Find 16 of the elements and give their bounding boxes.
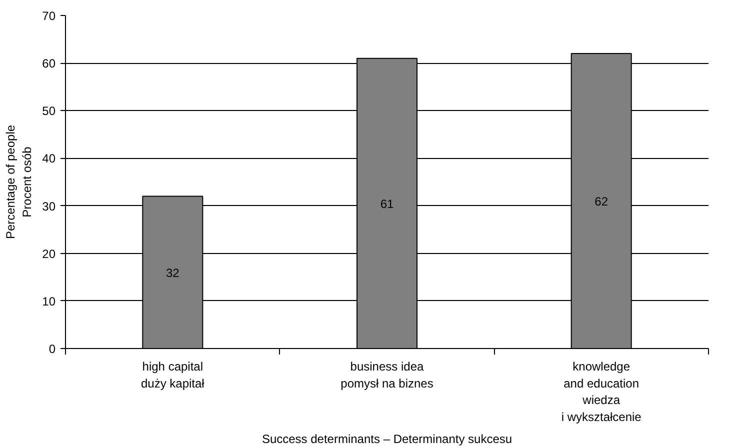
y-tick-label: 30 [42,199,56,214]
data-label: 32 [166,266,180,280]
y-axis-title: Percentage of people Procent osób [3,124,34,240]
y-tick-label: 50 [42,104,56,118]
x-tick-label: business idea pomysł na biznes [340,360,434,390]
y-tick-label: 0 [48,342,56,356]
data-label: 61 [380,196,394,211]
y-tick-label: 20 [42,246,56,261]
x-axis-title: Success determinants – Determinanty sukcesu [262,432,512,446]
x-tick-label: high capital duży kapitał [140,360,205,390]
y-tick-label: 40 [42,152,56,166]
x-tick-label: knowledge and education wiedza i wykształcenie [561,360,642,424]
y-tick-label: 60 [42,56,56,71]
y-tick-label: 10 [42,294,56,308]
data-label: 62 [594,194,608,209]
y-tick-label: 70 [42,9,56,23]
